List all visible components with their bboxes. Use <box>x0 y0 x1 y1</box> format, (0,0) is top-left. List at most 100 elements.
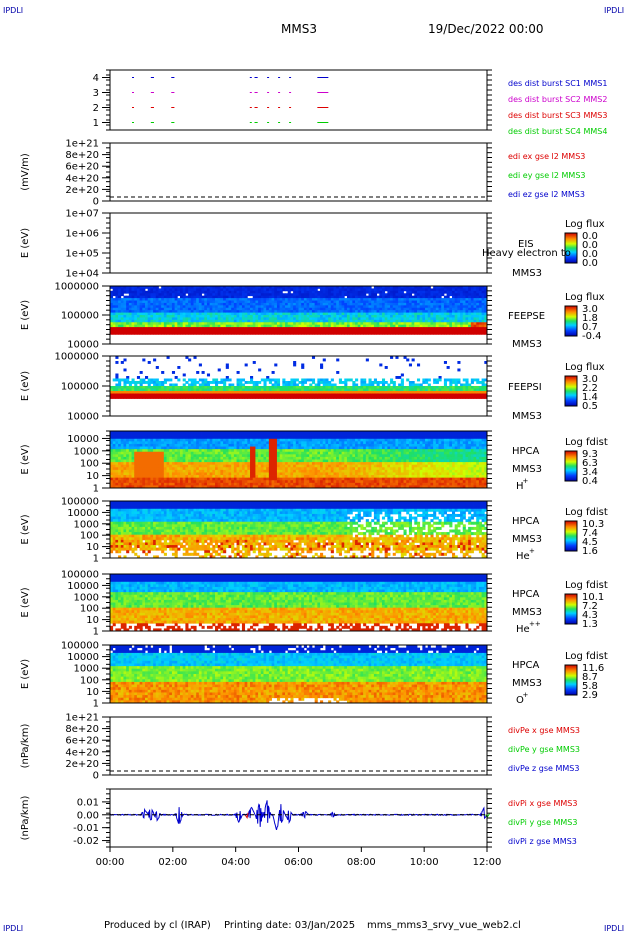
spectrogram-cell <box>330 388 334 392</box>
spectrogram-cell <box>419 290 423 294</box>
spectrogram-cell <box>368 386 372 389</box>
spectrogram-cell <box>163 391 167 394</box>
spectrogram-cell <box>454 286 458 289</box>
spectrogram-cell <box>233 307 237 311</box>
spectrogram-cell <box>371 288 375 292</box>
spectrogram-cell <box>166 391 170 394</box>
spectrogram-cell <box>223 383 227 387</box>
spectrogram-cell <box>126 449 130 453</box>
spectrogram-cell <box>177 459 181 463</box>
spectrogram-cell <box>131 317 135 321</box>
spectrogram-cell <box>171 433 176 437</box>
spectrogram-cell <box>158 288 162 292</box>
spectrogram-cell <box>215 482 219 486</box>
spectrogram-cell <box>333 300 337 304</box>
spectrogram-cell <box>392 295 396 299</box>
spectrogram-cell <box>314 310 318 313</box>
spectrogram-cell <box>373 396 377 399</box>
spectrogram-cell <box>190 331 194 335</box>
spectrogram-cell <box>443 298 447 301</box>
spectrogram-cell <box>131 393 135 397</box>
spectrogram-cell <box>115 449 119 453</box>
spectrogram-cell <box>470 302 474 306</box>
spectrogram-feepse <box>110 286 488 335</box>
spectrogram-cell <box>163 315 167 318</box>
spectrogram-cell <box>333 312 337 316</box>
spectrogram-cell <box>293 378 297 382</box>
spectrogram-cell <box>231 286 235 289</box>
spectrogram-cell <box>274 286 278 289</box>
spectrogram-cell <box>320 286 324 289</box>
spectrogram-cell <box>346 307 351 311</box>
spectrogram-cell <box>145 298 149 301</box>
spectrogram-cell <box>171 464 176 468</box>
spectrogram-cell <box>390 381 394 384</box>
spectrogram-cell <box>298 286 302 289</box>
spectrogram-cell <box>390 293 394 297</box>
spectrogram-cell <box>247 312 251 316</box>
spectrogram-cell <box>182 288 186 292</box>
spectrogram-cell <box>451 322 456 326</box>
spectrogram-cell <box>250 329 254 333</box>
spectrogram-cell <box>118 329 122 333</box>
spectrogram-cell <box>306 305 310 309</box>
spectrogram-cell <box>180 482 184 486</box>
spectrogram-cell <box>266 324 270 328</box>
spectrogram-cell <box>279 396 283 399</box>
spectrogram-cell <box>198 324 202 328</box>
spectrogram-cell <box>470 293 474 297</box>
spectrogram-cell <box>274 386 278 389</box>
spectrogram-cell <box>390 388 394 392</box>
spectrogram-cell <box>161 388 165 392</box>
spectrogram-cell <box>414 298 418 301</box>
spectrogram-cell <box>174 454 178 458</box>
spectrogram-cell <box>400 300 404 304</box>
spectrogram-cell <box>425 298 429 301</box>
spectrogram-cell <box>171 391 176 394</box>
spectrogram-cell <box>174 388 178 392</box>
spectrogram-cell <box>136 331 141 335</box>
spectrogram-cell <box>188 293 192 297</box>
spectrogram-cell <box>155 288 159 292</box>
spectrogram-cell <box>263 324 267 328</box>
spectrogram-cell <box>201 286 205 289</box>
spectrogram-cell <box>233 441 237 445</box>
spectrogram-cell <box>276 381 281 384</box>
spectrogram-cell <box>298 310 302 313</box>
spectrogram-cell <box>155 383 159 387</box>
spectrogram-cell <box>161 475 165 479</box>
spectrogram-cell <box>344 286 348 289</box>
spectrogram-cell <box>266 290 270 294</box>
spectrogram-cell <box>341 307 345 311</box>
spectrogram-layer <box>110 286 488 704</box>
spectrogram-cell <box>376 324 380 328</box>
spectrogram-cell <box>206 327 211 330</box>
spectrogram-cell <box>145 319 149 323</box>
spectrogram-cell <box>395 317 399 321</box>
spectrogram-cell <box>357 329 361 333</box>
spectrogram-cell <box>465 295 469 299</box>
spectrogram-cell <box>379 322 383 326</box>
spectrogram-cell <box>263 393 267 397</box>
spectrogram-cell <box>131 378 135 382</box>
spectrogram-cell <box>174 467 178 471</box>
spectrogram-cell <box>161 298 165 301</box>
spectrogram-cell <box>274 322 278 326</box>
spectrogram-cell <box>204 480 208 484</box>
spectrogram-cell <box>476 388 480 392</box>
spectrogram-cell <box>161 431 165 434</box>
spectrogram-cell <box>430 322 434 326</box>
spectrogram-cell <box>247 482 251 486</box>
spectrogram-cell <box>244 449 248 453</box>
spectrogram-cell <box>419 391 423 394</box>
spectrogram-cell <box>153 312 157 316</box>
spectrogram-cell <box>266 298 270 301</box>
spectrogram-cell <box>147 305 151 309</box>
spectrogram-cell <box>123 331 127 335</box>
spectrogram-cell <box>153 295 157 299</box>
spectrogram-cell <box>209 295 213 299</box>
spectrogram-cell <box>470 386 474 389</box>
spectrogram-cell <box>153 305 157 309</box>
spectrogram-cell <box>306 300 310 304</box>
spectrogram-cell <box>481 286 485 289</box>
